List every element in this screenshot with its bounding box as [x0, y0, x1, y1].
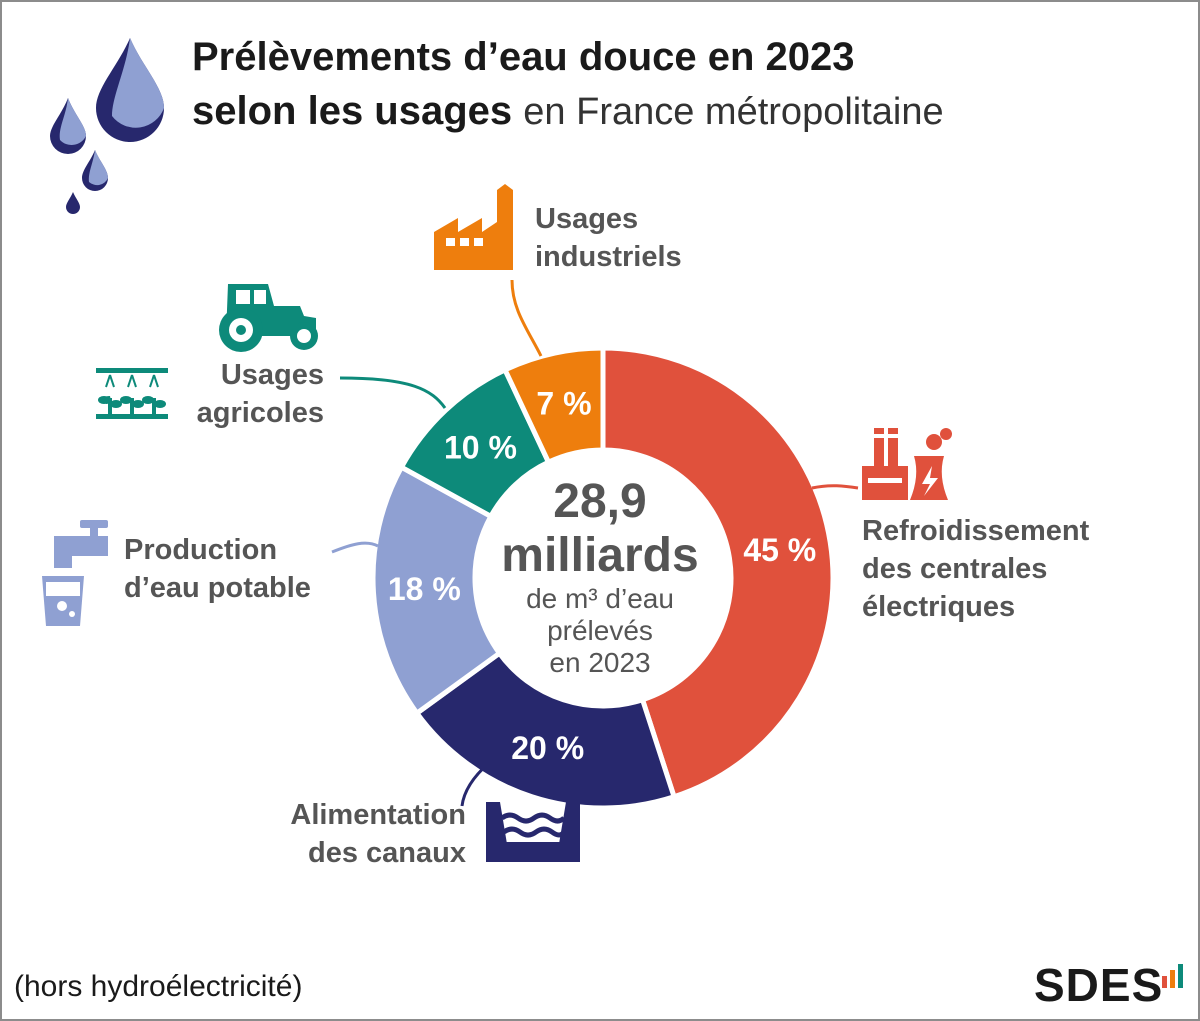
footnote: (hors hydroélectricité) — [14, 970, 303, 1003]
label-refroidissement-line-1: Refroidissement — [862, 515, 1090, 547]
label-potable-line-1: Production — [124, 534, 278, 566]
leader-line-agricoles — [339, 376, 447, 409]
center-caption: de m³ d’eau prélevés en 2023 — [470, 583, 730, 679]
water-drops-icon — [50, 38, 164, 214]
donut-segment-refroidissement — [600, 345, 836, 800]
label-agricoles: Usages agricoles — [180, 356, 324, 432]
canal-icon — [486, 802, 580, 862]
leader-lines — [331, 279, 859, 807]
label-canaux-line-1: Alimentation — [290, 799, 466, 831]
power-plant-icon — [862, 428, 952, 500]
glass-icon — [42, 576, 84, 626]
label-refroidissement: Refroidissement des centrales électrique… — [862, 512, 1089, 626]
data-label-industriels: 7 % — [536, 385, 591, 421]
title-line-2-bold: selon les usages — [192, 89, 513, 133]
donut-segment-potable — [370, 463, 503, 717]
sdes-logo: SDES — [1034, 959, 1164, 1011]
irrigation-icon — [96, 368, 168, 419]
center-total: 28,9 milliards — [470, 475, 730, 583]
label-agricoles-line-1: Usages — [220, 359, 324, 391]
label-industriels-line-2: industriels — [535, 241, 682, 273]
label-industriels-line-1: Usages — [535, 203, 639, 235]
title-line-1: Prélèvements d’eau douce en 2023 — [192, 35, 855, 79]
sdes-logo-bars — [1162, 964, 1183, 988]
label-industriels: Usages industriels — [535, 200, 682, 276]
data-label-agricoles: 10 % — [444, 430, 517, 466]
label-potable: Production d’eau potable — [124, 531, 311, 607]
label-canaux: Alimentation des canaux — [236, 796, 466, 872]
leader-line-potable — [331, 541, 379, 554]
label-agricoles-line-2: agricoles — [196, 397, 324, 429]
donut-segment-industriels — [501, 345, 606, 466]
title-line-2-light: en France métropolitaine — [523, 91, 944, 133]
label-canaux-line-2: des canaux — [308, 837, 466, 869]
label-potable-line-2: d’eau potable — [124, 572, 311, 604]
center-caption-line-1: de m³ d’eau — [526, 583, 674, 614]
center-caption-line-3: en 2023 — [549, 647, 651, 678]
tractor-icon — [219, 284, 318, 352]
leader-line-refroidissement — [811, 484, 859, 490]
page-title: Prélèvements d’eau douce en 2023 selon l… — [192, 30, 944, 139]
leader-line-industriels — [510, 279, 543, 357]
label-refroidissement-line-2: des centrales — [862, 553, 1048, 585]
center-unit: milliards — [501, 529, 699, 582]
leader-line-canaux — [460, 760, 491, 807]
factory-icon — [434, 184, 513, 270]
data-label-refroidissement: 45 % — [743, 532, 816, 568]
data-label-canaux: 20 % — [511, 730, 584, 766]
center-value: 28,9 — [553, 475, 647, 528]
tap-icon — [54, 520, 108, 568]
label-refroidissement-line-3: électriques — [862, 591, 1016, 623]
center-caption-line-2: prélevés — [547, 615, 653, 646]
data-label-potable: 18 % — [388, 571, 461, 607]
